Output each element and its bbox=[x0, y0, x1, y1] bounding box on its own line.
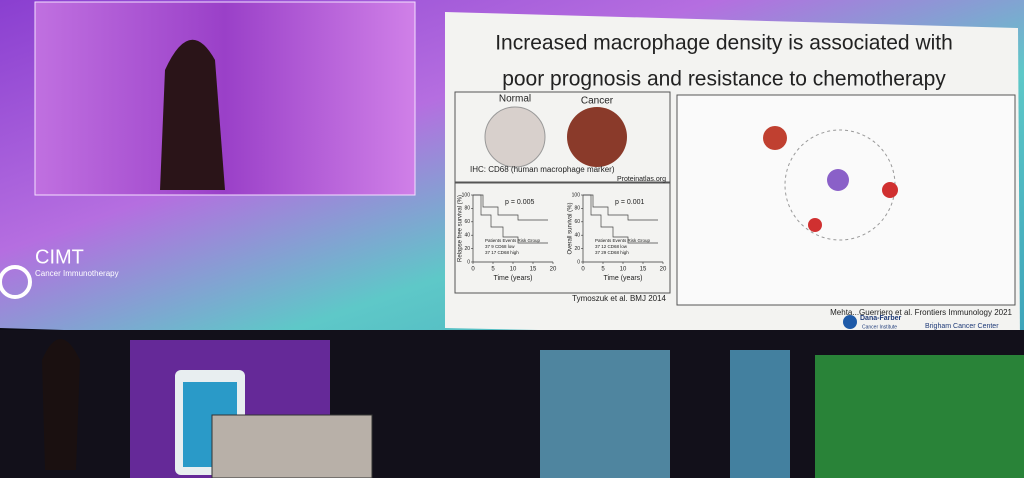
y-axis-label: Relapse free survival (%) bbox=[458, 195, 464, 262]
survival-curve bbox=[473, 194, 548, 221]
curtain-blue bbox=[730, 350, 790, 478]
legend-row: 37 17 CD68 high bbox=[485, 250, 519, 255]
tumor-icon bbox=[763, 126, 787, 150]
ihc-source: Proteinatlas.org bbox=[617, 176, 666, 183]
citation: Tymoszuk et al. BMJ 2014 bbox=[572, 294, 666, 303]
y-tick-label: 80 bbox=[574, 206, 580, 212]
citation: Mehta...Guerriero et al. Frontiers Immun… bbox=[830, 308, 1012, 317]
logo-text: Dana-Farber bbox=[860, 315, 902, 322]
slide-title: Increased macrophage density is associat… bbox=[495, 32, 953, 55]
ihc-label: Normal bbox=[499, 94, 531, 105]
legend-row: Patients Events Risk Group bbox=[595, 238, 651, 243]
x-tick-label: 15 bbox=[640, 267, 647, 273]
p-value: p = 0.001 bbox=[615, 199, 644, 206]
y-tick-label: 100 bbox=[462, 192, 471, 198]
y-tick-label: 40 bbox=[574, 233, 580, 239]
x-tick-label: 0 bbox=[471, 267, 475, 273]
ihc-caption: IHC: CD68 (human macrophage marker) bbox=[470, 165, 615, 174]
slide-title: poor prognosis and resistance to chemoth… bbox=[502, 68, 946, 91]
plots-frame bbox=[454, 182, 671, 294]
x-tick-label: 10 bbox=[620, 267, 627, 273]
x-tick-label: 15 bbox=[530, 267, 537, 273]
x-tick-label: 10 bbox=[510, 267, 517, 273]
diagram-frame bbox=[676, 94, 1016, 306]
y-tick-label: 80 bbox=[464, 206, 470, 212]
survival-curve bbox=[583, 194, 658, 221]
legend-row: Patients Events Risk Group bbox=[485, 238, 541, 243]
survival-curve bbox=[473, 194, 548, 244]
cancer-tissue bbox=[567, 107, 627, 167]
speaker bbox=[42, 339, 80, 470]
y-axis-label: Overall survival (%) bbox=[568, 202, 574, 254]
video-feed bbox=[34, 1, 416, 196]
legend-row: 37 29 CD68 high bbox=[595, 250, 629, 255]
survival-curve bbox=[583, 194, 658, 244]
y-tick-label: 20 bbox=[574, 246, 580, 252]
logo-icon bbox=[843, 315, 857, 329]
y-tick-label: 100 bbox=[572, 192, 581, 198]
logo-subtitle: Cancer Immunotherapy bbox=[35, 269, 119, 278]
macrophage-icon bbox=[827, 169, 849, 191]
monitor bbox=[211, 414, 373, 478]
y-tick-label: 60 bbox=[574, 219, 580, 225]
ihc-label: Cancer bbox=[581, 96, 614, 107]
logo-mark bbox=[0, 265, 32, 299]
y-tick-label: 20 bbox=[464, 246, 470, 252]
logo-name: CIMT bbox=[35, 246, 84, 268]
x-axis-label: Time (years) bbox=[493, 275, 532, 282]
legend-row: 37 12 CD68 low bbox=[595, 244, 628, 249]
x-axis-label: Time (years) bbox=[603, 275, 642, 282]
speaker-on-screen bbox=[160, 39, 225, 190]
logo-text: Brigham Cancer Center bbox=[925, 323, 999, 330]
y-tick-label: 40 bbox=[464, 233, 470, 239]
legend-row: 37 9 CD68 low bbox=[485, 244, 515, 249]
p-value: p = 0.005 bbox=[505, 199, 534, 206]
x-tick-label: 0 bbox=[581, 267, 585, 273]
x-tick-label: 5 bbox=[601, 267, 605, 273]
ihc-frame bbox=[454, 91, 671, 183]
x-tick-label: 20 bbox=[660, 267, 667, 273]
logo-text: Cancer Institute bbox=[862, 324, 897, 330]
curtain-green bbox=[815, 355, 1024, 478]
curtain-blue bbox=[540, 350, 670, 478]
x-tick-label: 20 bbox=[550, 267, 557, 273]
cell-icon bbox=[808, 218, 822, 232]
y-tick-label: 60 bbox=[464, 219, 470, 225]
y-tick-label: 0 bbox=[467, 259, 470, 265]
y-tick-label: 0 bbox=[577, 259, 580, 265]
x-tick-label: 5 bbox=[491, 267, 495, 273]
normal-tissue bbox=[484, 106, 546, 168]
cell-icon bbox=[882, 182, 898, 198]
